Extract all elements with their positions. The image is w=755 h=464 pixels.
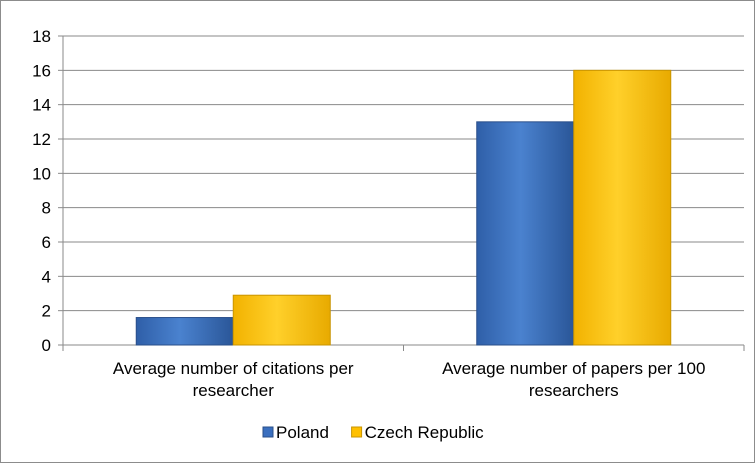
x-category-label: Average number of papers per 100 (442, 359, 705, 378)
bar-czech-republic (232, 294, 331, 346)
y-tick-label: 18 (32, 27, 51, 46)
y-tick-label: 4 (42, 267, 51, 286)
gridlines (63, 35, 744, 312)
y-tick-label: 0 (42, 336, 51, 355)
y-tick-label: 12 (32, 130, 51, 149)
bars (135, 69, 672, 346)
bar-czech-republic (573, 69, 672, 346)
y-tick-label: 16 (32, 61, 51, 80)
y-tick-label: 14 (32, 96, 51, 115)
x-category-label: Average number of citations per (113, 359, 354, 378)
bar-poland (476, 121, 575, 346)
legend-label-czech-republic: Czech Republic (365, 423, 485, 442)
legend-label-poland: Poland (276, 423, 329, 442)
y-tick-label: 6 (42, 233, 51, 252)
legend: Poland Czech Republic (262, 423, 485, 442)
category-labels: Average number of citations per researche… (113, 359, 706, 400)
legend-swatch-czech-republic (351, 426, 363, 438)
legend-swatch-poland (262, 426, 274, 438)
y-tick-label: 8 (42, 199, 51, 218)
x-category-label: researchers (529, 381, 619, 400)
bar-poland (135, 317, 234, 346)
y-tick-label: 2 (42, 302, 51, 321)
y-tick-label: 10 (32, 164, 51, 183)
x-category-label: researcher (193, 381, 275, 400)
y-tick-labels: 0 2 4 6 8 10 12 14 16 18 (32, 27, 51, 355)
